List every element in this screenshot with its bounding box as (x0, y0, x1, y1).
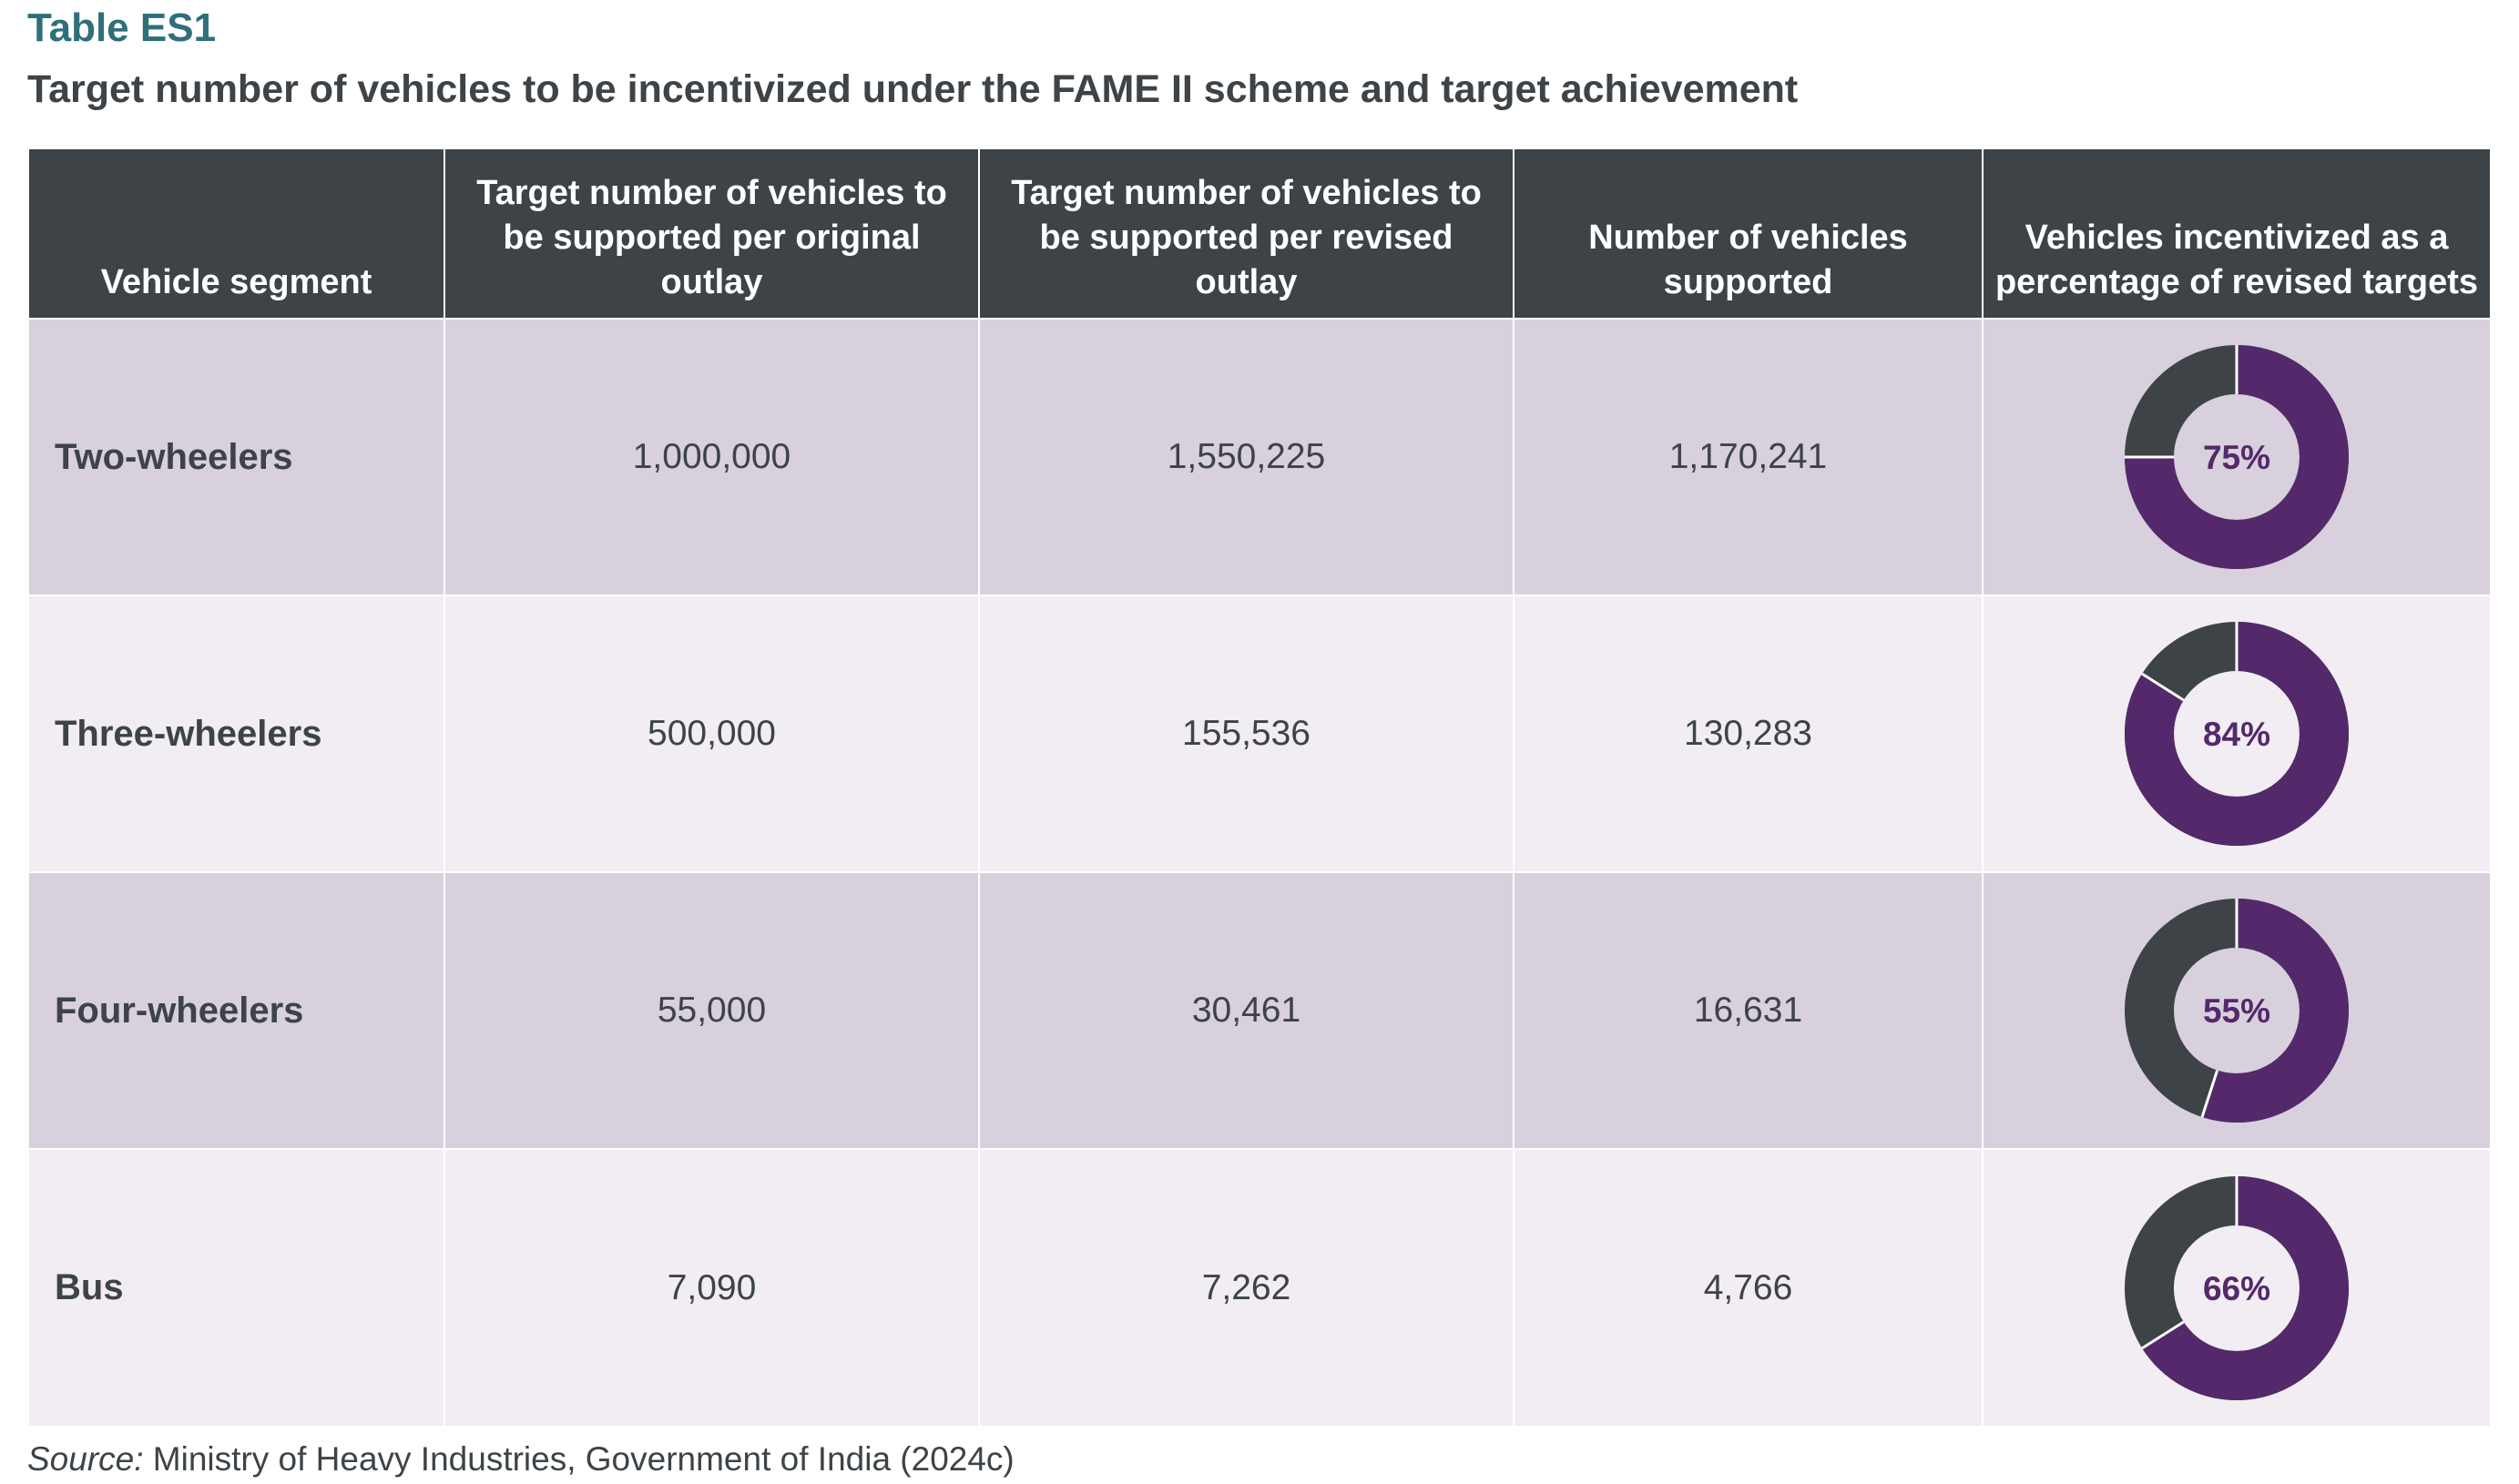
original-target-cell: 55,000 (444, 871, 979, 1149)
table-row: Three-wheelers 500,000 155,536 130,283 8… (29, 595, 2490, 872)
revised-target-cell: 30,461 (978, 871, 1514, 1149)
revised-target-cell: 155,536 (978, 595, 1514, 872)
percentage-donut-chart: 75% (2125, 345, 2349, 569)
supported-cell: 16,631 (1513, 871, 1983, 1149)
percentage-donut-chart: 66% (2125, 1175, 2349, 1400)
percentage-donut-cell: 75% (1982, 318, 2490, 595)
source-text: Ministry of Heavy Industries, Government… (143, 1440, 1015, 1478)
donut-percentage-label: 66% (2203, 1270, 2270, 1307)
original-target-cell: 1,000,000 (444, 318, 979, 595)
table-label: Table ES1 (27, 5, 217, 50)
table-row: Four-wheelers 55,000 30,461 16,631 55% (29, 871, 2490, 1149)
table-row: Bus 7,090 7,262 4,766 66% (29, 1148, 2490, 1426)
donut-percentage-label: 55% (2203, 992, 2270, 1030)
percentage-donut-chart: 84% (2125, 622, 2349, 846)
source-label: Source: (27, 1440, 144, 1478)
table-header-row: Vehicle segment Target number of vehicle… (29, 149, 2490, 319)
donut-separator (2200, 1070, 2219, 1118)
segment-cell: Bus (29, 1148, 444, 1426)
col-header-segment: Vehicle segment (29, 149, 444, 319)
revised-target-cell: 1,550,225 (978, 318, 1514, 595)
source-note: Source: Ministry of Heavy Industries, Go… (27, 1440, 1015, 1479)
fame-ii-table: Vehicle segment Target number of vehicle… (29, 149, 2490, 1426)
donut-separator (2141, 672, 2185, 702)
col-header-revised-target: Target number of vehicles to be supporte… (978, 149, 1514, 319)
donut-percentage-label: 75% (2203, 439, 2270, 476)
table-row: Two-wheelers 1,000,000 1,550,225 1,170,2… (29, 318, 2490, 595)
original-target-cell: 7,090 (444, 1148, 979, 1426)
segment-cell: Four-wheelers (29, 871, 444, 1149)
percentage-donut-cell: 55% (1982, 871, 2490, 1149)
donut-separator (2141, 1320, 2185, 1349)
table-title: Target number of vehicles to be incentiv… (27, 67, 1799, 111)
percentage-donut-chart: 55% (2125, 899, 2349, 1123)
col-header-supported: Number of vehicles supported (1513, 149, 1983, 319)
donut-percentage-label: 84% (2203, 716, 2270, 753)
original-target-cell: 500,000 (444, 595, 979, 872)
percentage-donut-cell: 66% (1982, 1148, 2490, 1426)
supported-cell: 130,283 (1513, 595, 1983, 872)
supported-cell: 4,766 (1513, 1148, 1983, 1426)
revised-target-cell: 7,262 (978, 1148, 1514, 1426)
col-header-original-target: Target number of vehicles to be supporte… (444, 149, 979, 319)
col-header-percentage: Vehicles incentivized as a percentage of… (1982, 149, 2490, 319)
segment-cell: Three-wheelers (29, 595, 444, 872)
segment-cell: Two-wheelers (29, 318, 444, 595)
percentage-donut-cell: 84% (1982, 595, 2490, 872)
supported-cell: 1,170,241 (1513, 318, 1983, 595)
